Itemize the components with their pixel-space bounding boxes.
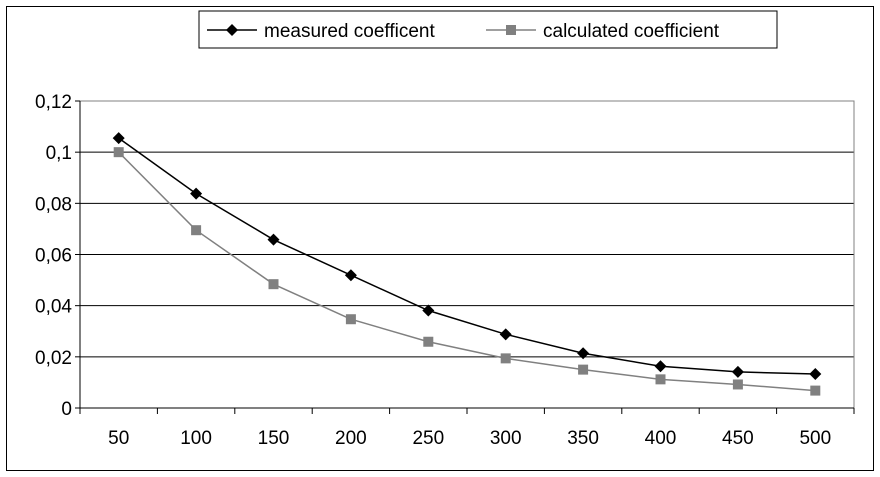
x-tick-label: 50 bbox=[108, 428, 129, 449]
data-point-diamond bbox=[267, 233, 280, 246]
data-point-square bbox=[578, 364, 589, 375]
data-point-diamond bbox=[344, 269, 357, 282]
data-point-square bbox=[268, 279, 279, 290]
series-line-2 bbox=[118, 151, 816, 392]
y-tick-label: 0,04 bbox=[35, 297, 72, 318]
data-point-square bbox=[810, 385, 821, 396]
legend-label: calculated coefficient bbox=[543, 21, 720, 42]
data-point-square bbox=[191, 225, 202, 236]
chart-frame bbox=[6, 6, 874, 471]
x-tick-label: 350 bbox=[567, 428, 599, 449]
data-point-square bbox=[655, 374, 666, 385]
data-point-square bbox=[113, 147, 124, 158]
data-point-diamond bbox=[112, 132, 125, 145]
legend-marker-diamond bbox=[226, 24, 238, 36]
legend-label: measured coefficent bbox=[264, 21, 435, 42]
y-tick-label: 0,1 bbox=[46, 143, 72, 164]
series-line-1 bbox=[118, 137, 816, 375]
legend-marker-square bbox=[506, 25, 516, 35]
x-tick-label: 150 bbox=[258, 428, 290, 449]
data-point-diamond bbox=[499, 328, 512, 341]
x-tick-label: 300 bbox=[490, 428, 522, 449]
data-point-square bbox=[345, 314, 356, 325]
legend: measured coefficent calculated coefficien… bbox=[198, 10, 778, 49]
data-point-square bbox=[423, 336, 434, 347]
x-tick-label: 100 bbox=[180, 428, 212, 449]
x-tick-label: 500 bbox=[799, 428, 831, 449]
data-point-diamond bbox=[190, 187, 203, 200]
x-tick-label: 450 bbox=[722, 428, 754, 449]
data-point-square bbox=[732, 379, 743, 390]
axes: 0 0,02 0,04 0,06 0,08 0,1 0,12 50 100 150 200 250 30… bbox=[35, 92, 855, 449]
series bbox=[112, 132, 822, 396]
x-tick-label: 200 bbox=[335, 428, 367, 449]
data-point-square bbox=[500, 353, 511, 364]
y-tick-label: 0 bbox=[61, 399, 72, 420]
x-tick-label: 250 bbox=[412, 428, 444, 449]
y-tick-label: 0,06 bbox=[35, 246, 72, 267]
data-point-diamond bbox=[654, 360, 667, 373]
y-tick-label: 0,02 bbox=[35, 348, 72, 369]
data-point-diamond bbox=[577, 347, 590, 360]
y-tick-label: 0,08 bbox=[35, 194, 72, 215]
y-tick-label: 0,12 bbox=[35, 92, 72, 113]
data-point-diamond bbox=[422, 304, 435, 317]
x-tick-label: 400 bbox=[645, 428, 677, 449]
data-point-diamond bbox=[809, 367, 822, 380]
data-point-diamond bbox=[731, 365, 744, 378]
